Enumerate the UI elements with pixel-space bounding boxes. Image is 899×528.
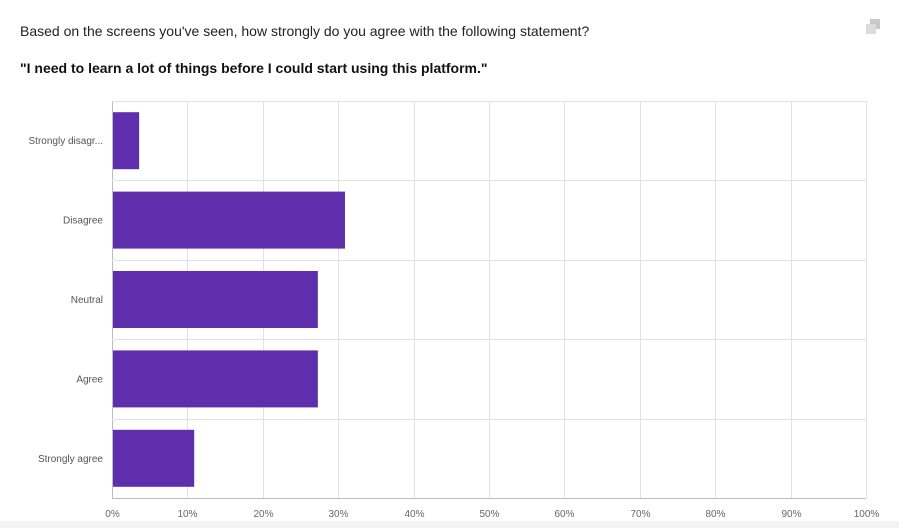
question-text: Based on the screens you've seen, how st… [20,23,590,39]
chart-grid [112,101,867,499]
copy-icon-front-square [866,24,876,34]
bar-3[interactable] [113,350,318,408]
x-tick-label: 80% [705,509,725,520]
statement-text: "I need to learn a lot of things before … [20,60,488,76]
x-tick-label: 40% [404,509,424,520]
x-tick-label: 0% [105,509,120,520]
x-tick-label: 50% [479,509,499,520]
x-tick-label: 100% [854,509,880,520]
bottom-strip [0,521,899,528]
category-label: Disagree [63,216,103,227]
category-labels: Strongly disagr... Disagree Neutral Agree St… [29,136,104,465]
x-axis-tick-labels: 0% 10% 20% 30% 40% 50% 60% 70% 80% 90% 100% [105,509,879,520]
x-tick-label: 10% [177,509,197,520]
x-tick-label: 70% [630,509,650,520]
bar-2[interactable] [113,271,318,328]
copy-icon[interactable] [864,19,882,37]
bar-1[interactable] [113,191,345,249]
x-tick-label: 30% [328,509,348,520]
category-label: Neutral [71,295,103,306]
x-tick-label: 90% [781,509,801,520]
x-tick-label: 20% [253,509,273,520]
chart-bars [113,112,345,487]
category-label: Strongly disagr... [29,136,103,147]
category-label: Strongly agree [38,454,103,465]
category-label: Agree [76,374,103,385]
x-tick-label: 60% [554,509,574,520]
bar-4[interactable] [113,429,195,487]
bar-0[interactable] [113,112,140,170]
